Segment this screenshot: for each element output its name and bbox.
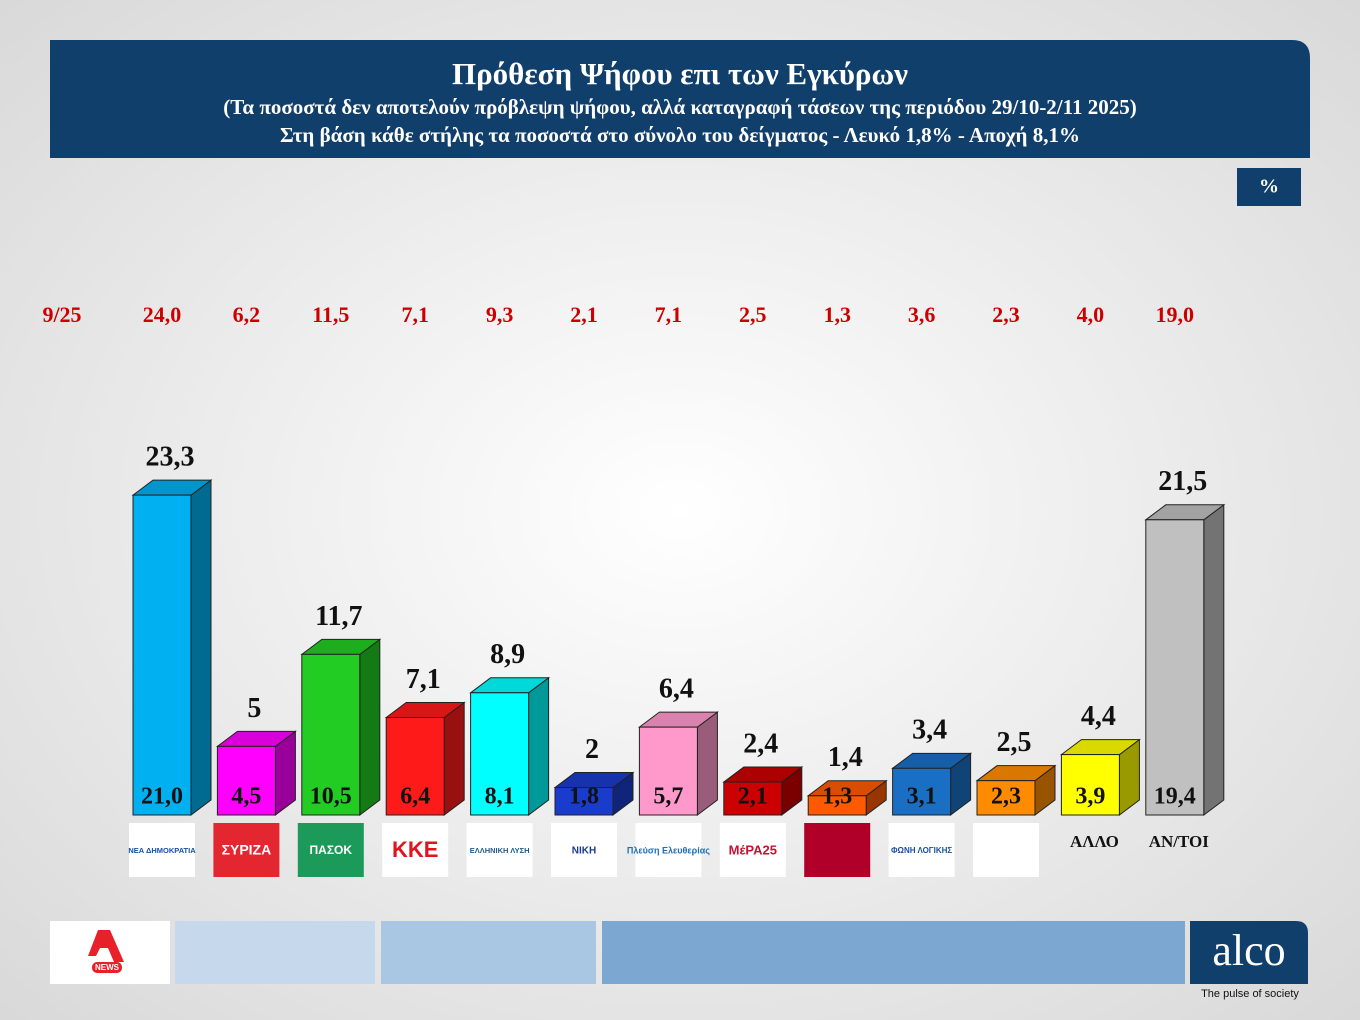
footer-band [175, 921, 375, 984]
previous-value-label: 3,6 [908, 302, 936, 327]
sample-value-label: 4,5 [231, 784, 261, 810]
bar [892, 767, 952, 816]
previous-value-label: 7,1 [655, 302, 683, 327]
previous-value-label: 19,0 [1156, 302, 1195, 327]
category-label: ΠΑΣΟΚ [310, 843, 353, 857]
party-logo [973, 823, 1039, 877]
subtitle: (Τα ποσοστά δεν αποτελούν πρόβλεψη ψήφου… [223, 95, 1136, 119]
previous-value-label: 7,1 [401, 302, 429, 327]
party-logo [804, 823, 871, 877]
sample-value-label: 1,3 [822, 784, 852, 810]
sample-value-label: 2,3 [991, 784, 1021, 810]
chart-title: Πρόθεση Ψήφου επι των Εγκύρων [452, 56, 908, 91]
bar [723, 781, 783, 816]
tagline: The pulse of society [1201, 988, 1299, 1000]
sample-value-label: 8,1 [485, 784, 515, 810]
bar [638, 726, 698, 816]
previous-value-label: 24,0 [143, 302, 182, 327]
value-label: 2,4 [743, 728, 778, 759]
brand-box [1190, 921, 1308, 984]
category-label: ΝΙΚΗ [572, 846, 596, 857]
value-label: 4,4 [1081, 701, 1116, 732]
unit-label: % [1259, 176, 1279, 198]
bar-side [696, 711, 718, 816]
party-logo [129, 823, 195, 877]
brand: alco [1212, 926, 1285, 975]
value-label: 11,7 [315, 601, 362, 632]
value-label: 3,4 [912, 715, 947, 746]
footer-band [602, 921, 1185, 984]
party-logo [213, 823, 280, 877]
sample-value-label: 2,1 [738, 784, 768, 810]
category-label: ΣΥΡΙΖΑ [222, 842, 272, 858]
bar-side [528, 676, 550, 816]
value-label: 2 [585, 734, 599, 765]
bar [1060, 754, 1120, 816]
party-logo [719, 823, 786, 877]
previous-value-label: 9,3 [486, 302, 514, 327]
value-label: 2,5 [997, 727, 1032, 758]
category-label: ΑΝ/ΤΟΙ [1149, 832, 1210, 851]
sample-value-label: 5,7 [653, 784, 683, 810]
category-label: ΕΛΛΗΝΙΚΗ ΛΥΣΗ [470, 846, 530, 855]
value-label: 5 [247, 693, 261, 724]
previous-row-label: 9/25 [42, 302, 81, 327]
party-logo [382, 823, 449, 877]
party-logo [551, 823, 617, 877]
party-logo [466, 823, 533, 877]
header-box [50, 40, 1310, 158]
previous-value-label: 4,0 [1077, 302, 1105, 327]
value-label: 21,5 [1158, 466, 1207, 497]
previous-value-label: 1,3 [823, 302, 851, 327]
value-label: 23,3 [146, 442, 195, 473]
sample-value-label: 1,8 [569, 784, 599, 810]
previous-value-label: 2,1 [570, 302, 598, 327]
bar [807, 795, 867, 816]
sample-value-label: 6,4 [400, 784, 430, 810]
party-logo [888, 823, 955, 877]
note: Στη βάση κάθε στήλης τα ποσοστά στο σύνο… [280, 123, 1080, 147]
category-label: Πλεύση Ελευθερίας [627, 845, 710, 855]
bar [976, 780, 1036, 816]
news-text: NEWS [95, 963, 120, 972]
previous-value-label: 11,5 [312, 302, 349, 327]
previous-value-label: 2,5 [739, 302, 767, 327]
value-label: 6,4 [659, 674, 694, 705]
category-label: ΝΕΑ ΔΗΜΟΚΡΑΤΙΑ [128, 846, 196, 855]
footer-band [381, 921, 596, 984]
previous-value-label: 6,2 [233, 302, 261, 327]
sample-value-label: 3,9 [1075, 784, 1105, 810]
sample-value-label: 21,0 [141, 784, 183, 810]
bar [1145, 519, 1205, 816]
bar [216, 745, 276, 816]
category-label: ΦΩΝΗ ΛΟΓΙΚΗΣ [891, 846, 952, 855]
sample-value-label: 3,1 [907, 784, 937, 810]
news-badge [92, 962, 122, 973]
bar [554, 787, 614, 816]
previous-value-label: 2,3 [992, 302, 1020, 327]
category-label: ΜέΡΑ25 [729, 842, 777, 857]
bar [385, 717, 445, 816]
bar-side [359, 638, 381, 816]
value-label: 7,1 [406, 664, 441, 695]
unit-badge [1237, 168, 1301, 206]
bar-side [190, 479, 212, 816]
category-label: ΑΛΛΟ [1070, 832, 1119, 851]
bar-side [443, 701, 465, 816]
value-label: 8,9 [490, 639, 525, 670]
party-logo [297, 823, 364, 877]
news-logo [88, 930, 124, 962]
sample-value-label: 10,5 [310, 784, 352, 810]
party-logo [635, 823, 702, 877]
bar [132, 494, 192, 816]
bar [470, 692, 530, 816]
sample-value-label: 19,4 [1154, 784, 1196, 810]
value-label: 1,4 [828, 742, 863, 773]
bar-side [1203, 503, 1225, 816]
category-label: ΚΚΕ [392, 837, 438, 862]
bar [301, 653, 361, 816]
